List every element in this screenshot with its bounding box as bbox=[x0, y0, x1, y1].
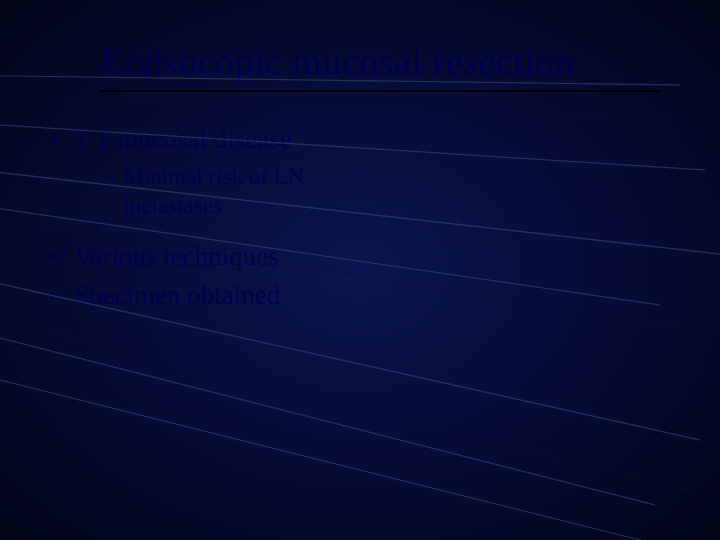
sub-bullet-text: Minimal risk of LN metastases bbox=[124, 163, 384, 221]
dash-icon: – bbox=[102, 163, 114, 189]
bullet-text: Specimen obtained bbox=[74, 278, 280, 313]
bullet-dot-icon bbox=[50, 136, 56, 142]
bullet-level1: Various techniques bbox=[50, 239, 660, 274]
bullet-dot-icon bbox=[50, 292, 56, 298]
bullet-text: T 1 mucosal disease bbox=[74, 122, 292, 157]
bullet-level1: T 1 mucosal disease bbox=[50, 122, 660, 157]
bullet-level2: – Minimal risk of LN metastases bbox=[102, 163, 660, 221]
slide-body: T 1 mucosal disease – Minimal risk of LN… bbox=[0, 92, 720, 313]
bullet-level1: Specimen obtained bbox=[50, 278, 660, 313]
bullet-text: Various techniques bbox=[74, 239, 279, 274]
bullet-dot-icon bbox=[50, 253, 56, 259]
slide-title: Endsocopic mucosal resection bbox=[100, 40, 660, 92]
